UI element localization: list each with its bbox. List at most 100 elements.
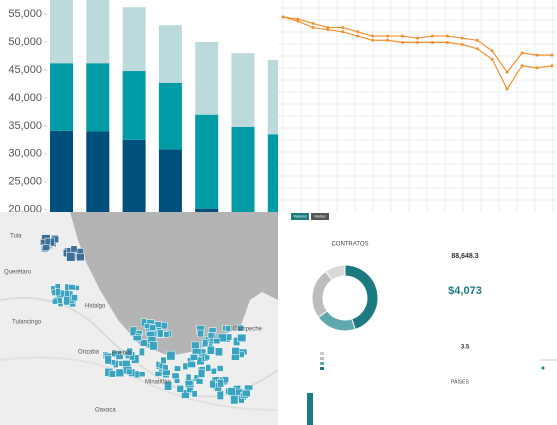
- y-tick-label: 55,000: [8, 8, 42, 20]
- point: [430, 40, 434, 44]
- block: [55, 288, 61, 297]
- bar-segment: [231, 126, 255, 212]
- point: [326, 28, 330, 32]
- block: [174, 365, 181, 372]
- block: [197, 368, 206, 378]
- block: [187, 361, 196, 368]
- block: [210, 368, 217, 375]
- tab[interactable]: [291, 213, 309, 220]
- block: [207, 332, 215, 339]
- block: [157, 329, 164, 338]
- block: [191, 390, 198, 398]
- block: [154, 371, 163, 377]
- point: [401, 40, 405, 44]
- section-title: CONTRATOS: [331, 242, 368, 248]
- point: [311, 21, 315, 25]
- block: [140, 318, 147, 327]
- point: [356, 30, 360, 34]
- point: [550, 64, 554, 68]
- block: [202, 338, 209, 347]
- block: [71, 294, 78, 302]
- point: [505, 87, 509, 91]
- block: [207, 345, 215, 355]
- block: [237, 333, 247, 343]
- point: [475, 47, 479, 51]
- point: [416, 40, 419, 44]
- tab-label[interactable]: Valores: [293, 214, 306, 219]
- block: [217, 333, 227, 343]
- point: [460, 36, 464, 40]
- block: [166, 350, 176, 361]
- place-label: Querétaro: [4, 270, 32, 276]
- line-panel: [278, 0, 557, 212]
- bar-segment: [50, 0, 73, 64]
- block: [209, 379, 216, 389]
- bar-segment: [267, 59, 278, 135]
- bar-segment: [195, 114, 219, 209]
- block: [115, 368, 125, 378]
- block: [121, 360, 131, 368]
- point: [401, 34, 405, 38]
- point: [430, 34, 434, 38]
- point: [416, 36, 419, 40]
- legend-swatch: [320, 357, 324, 360]
- block: [197, 329, 204, 338]
- donut-slice: [324, 264, 346, 281]
- legend-swatch: [320, 362, 324, 365]
- point: [341, 26, 345, 30]
- y-tick-label: 45,000: [8, 64, 42, 76]
- point: [371, 38, 375, 42]
- point: [356, 34, 360, 38]
- block: [205, 364, 212, 372]
- point: [550, 53, 554, 57]
- block: [176, 385, 184, 393]
- stat: 88,648.3: [451, 253, 478, 260]
- bar-panel: 20,000 25,000 30,000 35,000 40,000 45,000 50,0…: [8, 0, 278, 216]
- y-tick-label: 35,000: [8, 120, 42, 132]
- bar-segment: [122, 71, 146, 140]
- point: [386, 38, 390, 42]
- section-title: PAÍSES: [451, 378, 469, 385]
- block: [138, 371, 146, 378]
- block: [115, 354, 124, 360]
- bar-segment: [86, 0, 110, 64]
- block: [237, 324, 245, 332]
- block: [213, 337, 221, 345]
- tab[interactable]: [311, 213, 329, 220]
- block: [76, 252, 85, 262]
- point: [475, 38, 479, 42]
- stat: 3.5: [461, 345, 470, 351]
- block: [161, 369, 171, 376]
- block: [145, 331, 156, 337]
- point: [341, 30, 345, 34]
- block: [191, 348, 202, 355]
- tab-label[interactable]: Metas: [315, 214, 326, 219]
- point: [445, 34, 449, 38]
- bar-segment: [267, 134, 278, 212]
- block: [149, 324, 157, 331]
- block: [104, 355, 112, 365]
- block: [216, 390, 224, 400]
- block: [182, 362, 189, 370]
- y-tick-label: 20,000: [8, 204, 42, 216]
- place-label: Campeche: [233, 327, 263, 333]
- point: [311, 26, 315, 30]
- bar-segment: [158, 25, 182, 83]
- block: [126, 368, 133, 375]
- block: [139, 339, 148, 347]
- point: [490, 57, 494, 61]
- block: [52, 298, 58, 305]
- point: [445, 40, 449, 44]
- bar-segment: [122, 139, 146, 212]
- block: [108, 370, 116, 378]
- bar-segment: [231, 53, 255, 127]
- map-panel: Tula Querétaro Hidalgo Tulancingo Puebla Oriz…: [0, 212, 279, 425]
- block: [42, 244, 50, 251]
- block: [189, 354, 198, 361]
- block: [68, 284, 76, 291]
- place-label: Tulancingo: [12, 320, 42, 326]
- place-label: Oaxaca: [95, 408, 116, 414]
- block: [195, 378, 204, 385]
- legend-swatch: [320, 367, 324, 370]
